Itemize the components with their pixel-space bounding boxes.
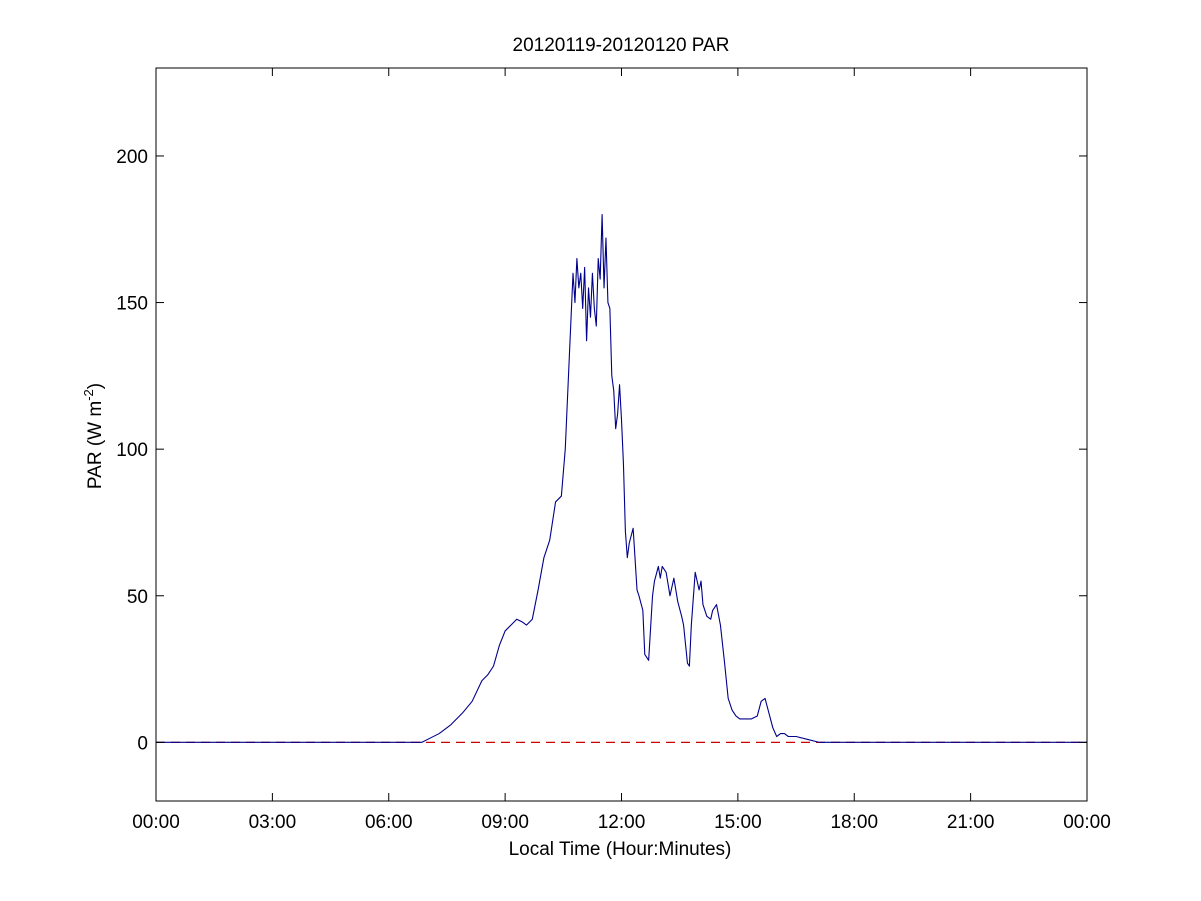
plot-area <box>156 214 1087 743</box>
y-axis-label-main: PAR (W m <box>85 401 106 489</box>
y-tick-label: 150 <box>116 294 148 315</box>
y-axis-label-close: ) <box>85 383 106 389</box>
y-axis-label-superscript: -2 <box>81 389 96 401</box>
x-axis-label: Local Time (Hour:Minutes) <box>509 839 732 860</box>
axis-ticks: 00:00 03:00 06:00 09:00 12:00 15:00 18:00 21:00… <box>116 68 1111 833</box>
x-tick-label: 06:00 <box>365 812 413 833</box>
chart-title: 20120119-20120120 PAR <box>513 35 730 56</box>
x-tick-label: 21:00 <box>947 812 995 833</box>
y-axis-label: PAR (W m-2) <box>81 383 106 489</box>
x-tick-label: 12:00 <box>598 812 646 833</box>
x-tick-label: 03:00 <box>249 812 297 833</box>
x-tick-label: 00:00 <box>1063 812 1111 833</box>
y-tick-label: 200 <box>116 147 148 168</box>
y-tick-label: 100 <box>116 440 148 461</box>
x-tick-label: 00:00 <box>132 812 180 833</box>
x-tick-label: 09:00 <box>481 812 529 833</box>
series-line-0 <box>156 214 1087 743</box>
x-tick-label: 18:00 <box>830 812 878 833</box>
y-tick-label: 50 <box>127 587 148 608</box>
x-tick-label: 15:00 <box>714 812 762 833</box>
y-tick-label: 0 <box>137 733 148 754</box>
